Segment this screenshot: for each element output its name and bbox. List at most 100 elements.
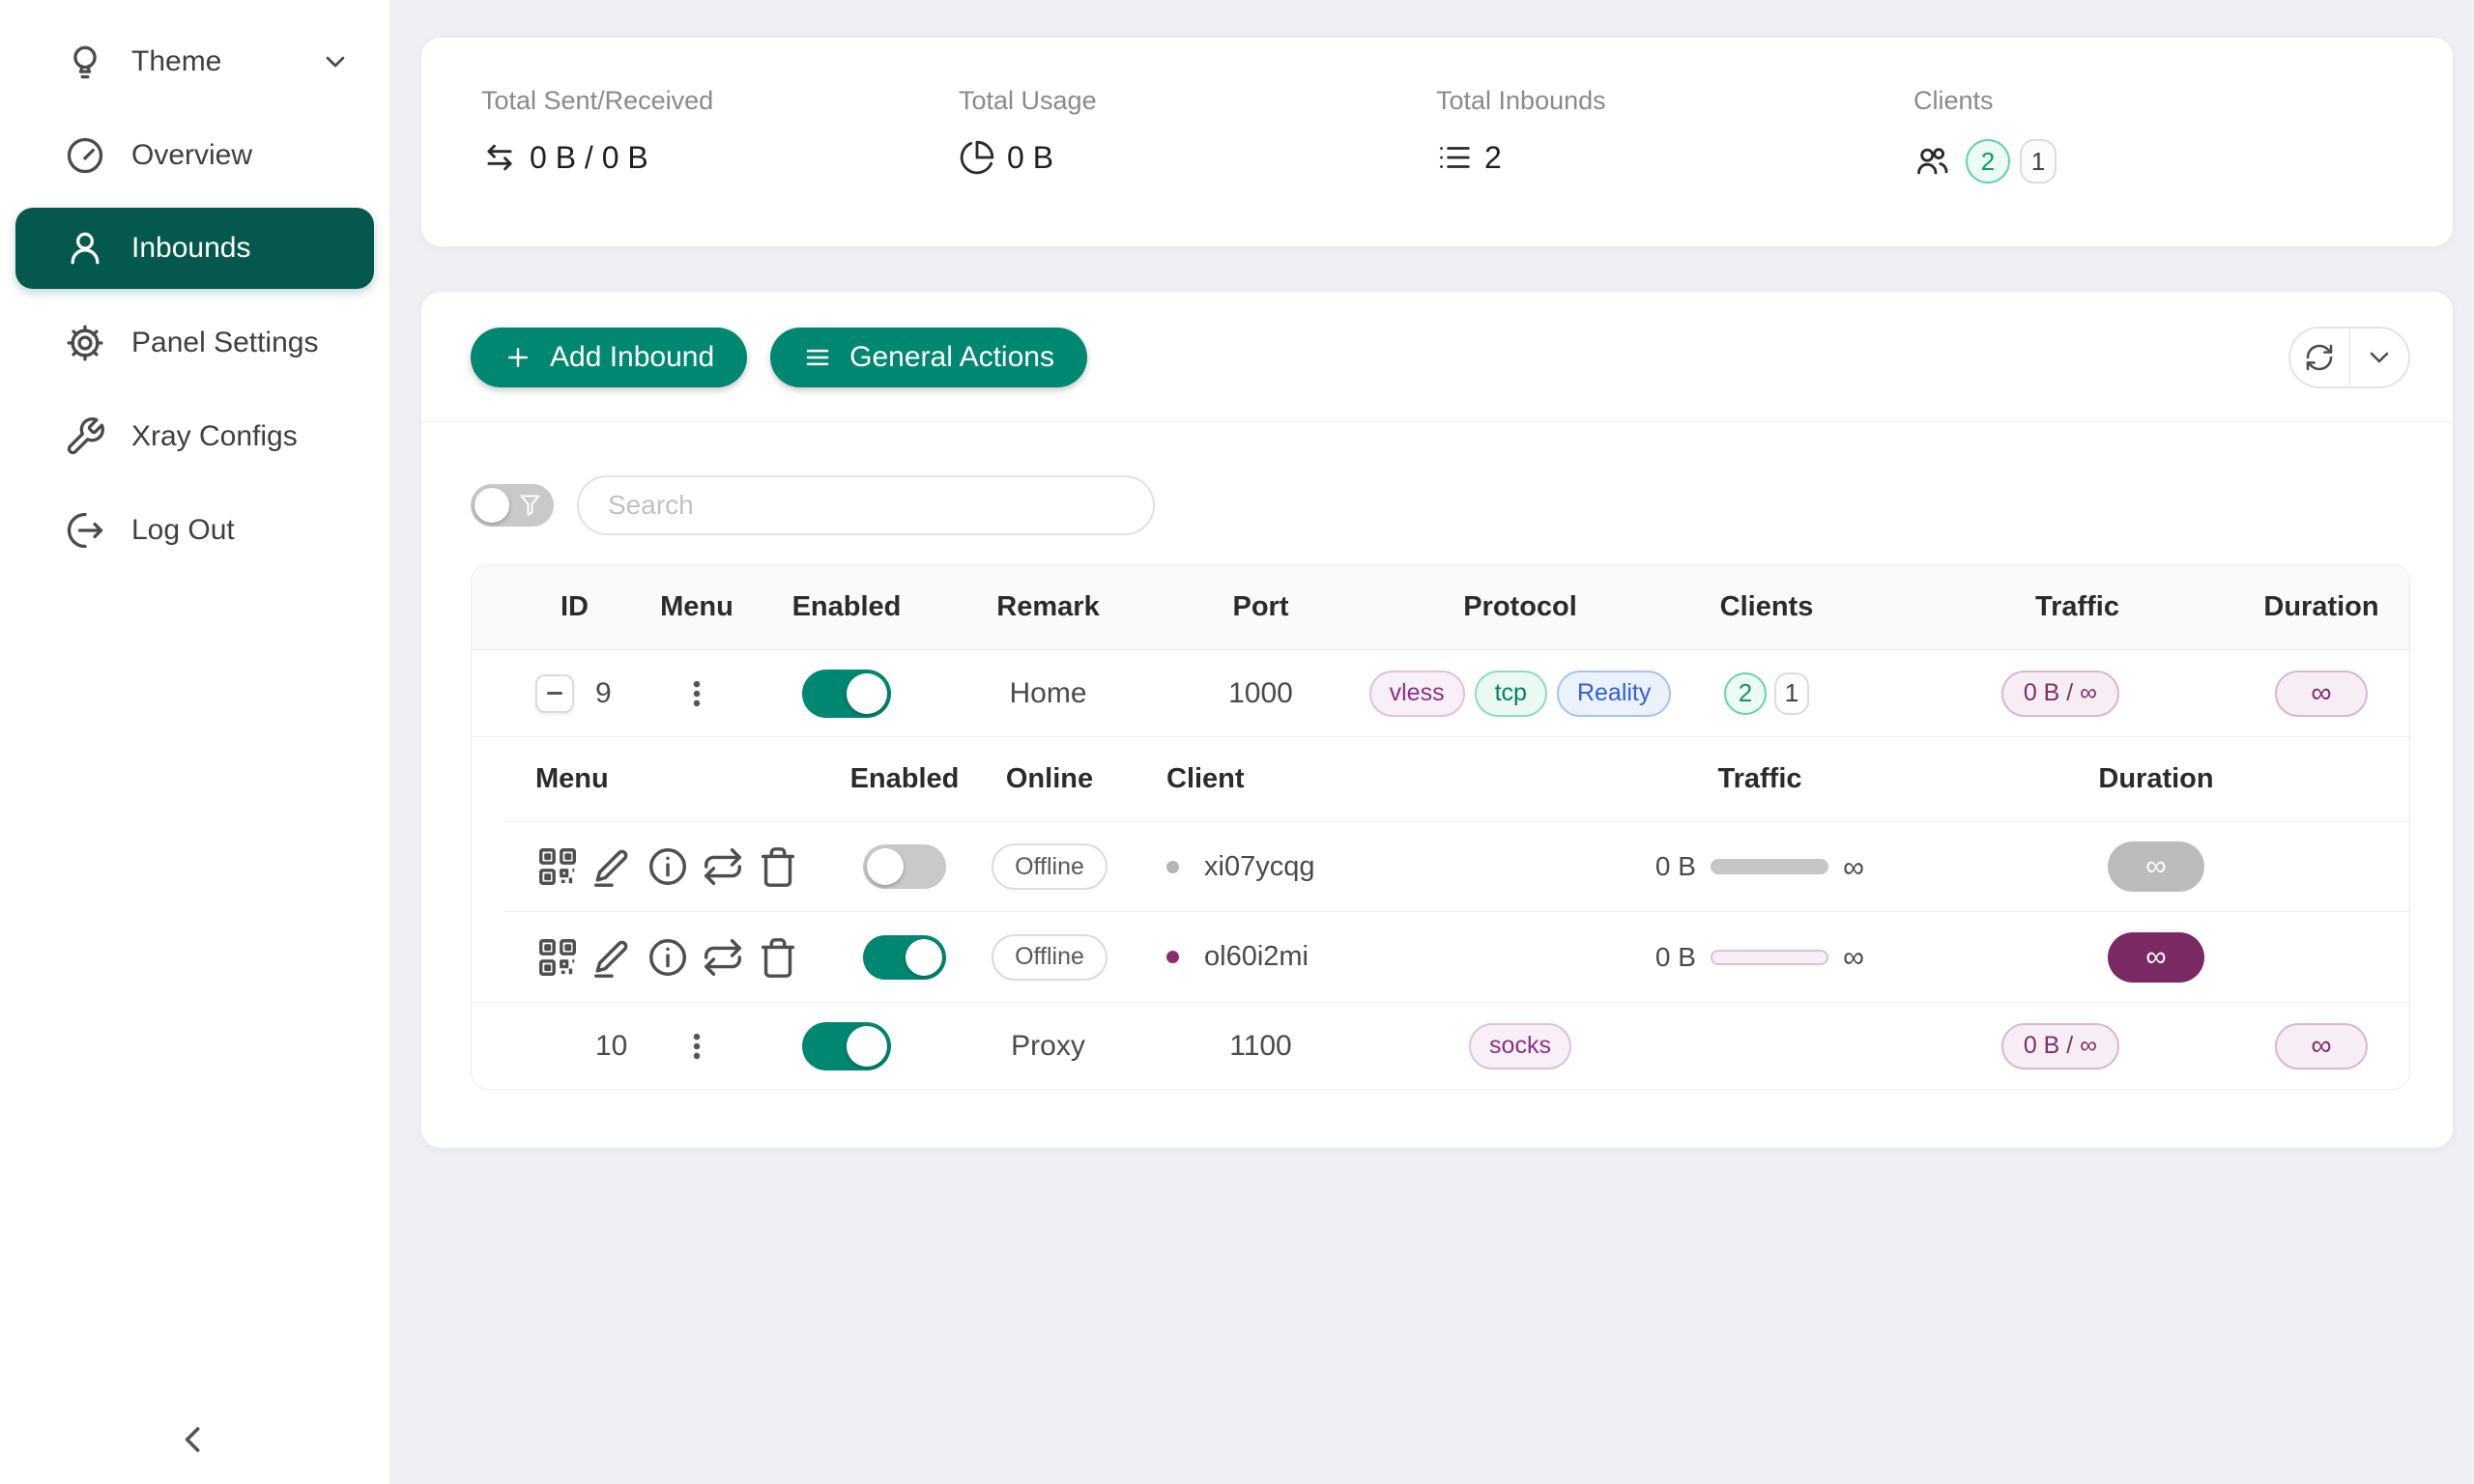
sidebar-collapse-button[interactable] (172, 1418, 215, 1461)
client-name: ol60i2mi (1204, 941, 1309, 972)
row-menu-button[interactable] (680, 1030, 713, 1063)
sidebar-item-inbounds[interactable]: Inbounds (15, 208, 374, 289)
stat-value: 0 B (1007, 139, 1054, 175)
filter-toggle[interactable] (471, 484, 554, 527)
traffic-limit: ∞ (1842, 940, 1865, 974)
inbound-enabled-toggle[interactable] (802, 1021, 891, 1070)
header-clients: Clients (1719, 591, 1814, 622)
sidebar-item-overview[interactable]: Overview (0, 108, 389, 202)
inbound-id: 10 (595, 1029, 628, 1062)
traffic-progress-bar (1710, 949, 1828, 965)
hamburger-icon (803, 343, 832, 372)
qr-code-icon[interactable] (535, 844, 580, 889)
sidebar-item-label: Inbounds (131, 232, 251, 264)
transfer-arrows-icon (481, 139, 518, 176)
add-inbound-button[interactable]: Add Inbound (471, 328, 748, 387)
general-actions-button[interactable]: General Actions (770, 328, 1087, 387)
stat-clients: Clients 2 1 (1913, 86, 2391, 246)
users-icon (1913, 143, 1950, 180)
inbound-port: 1100 (1229, 1029, 1292, 1062)
toggle-knob (847, 1025, 887, 1067)
client-status-dot (1166, 951, 1179, 963)
gauge-icon (64, 134, 106, 177)
trash-icon[interactable] (756, 935, 800, 980)
edit-pencil-icon[interactable] (590, 935, 635, 980)
sidebar-item-label: Log Out (131, 513, 235, 546)
protocol-tag-socks: socks (1469, 1022, 1571, 1070)
header-port: Port (1232, 591, 1289, 622)
client-enabled-toggle[interactable] (863, 844, 946, 889)
search-row (421, 422, 2453, 564)
refresh-split-button (2288, 327, 2410, 388)
plus-icon (503, 343, 532, 372)
clients-count-badge-gray: 1 (1774, 671, 1809, 715)
clients-subsection: Menu Enabled Online Client Traffic Durat… (472, 737, 2409, 1002)
inbound-row-9: 9 Home 1000 vless tcp Re (472, 650, 2409, 737)
traffic-progress-bar (1710, 859, 1828, 874)
add-inbound-label: Add Inbound (550, 341, 715, 373)
sidebar-item-label: Panel Settings (131, 326, 319, 358)
inbounds-panel: Add Inbound General Actions (421, 292, 2453, 1148)
header-menu: Menu (660, 591, 734, 622)
sidebar-item-xray-configs[interactable]: Xray Configs (0, 389, 389, 483)
toolbar: Add Inbound General Actions (421, 292, 2453, 421)
clients-deactivated-badge: 1 (2020, 139, 2057, 184)
header-remark: Remark (996, 591, 1100, 622)
pie-chart-icon (959, 139, 995, 176)
reset-traffic-icon[interactable] (701, 935, 745, 980)
traffic-limit: ∞ (1842, 849, 1865, 884)
row-menu-button[interactable] (680, 677, 713, 710)
trash-icon[interactable] (756, 844, 800, 889)
stat-total-inbounds: Total Inbounds 2 (1436, 86, 1913, 246)
logout-icon (64, 509, 106, 552)
lightbulb-icon (64, 41, 106, 83)
chevron-down-icon (320, 46, 351, 77)
wrench-icon (64, 415, 106, 458)
traffic-pill: 0 B / ∞ (2000, 1022, 2119, 1070)
client-enabled-toggle[interactable] (863, 934, 946, 980)
qr-code-icon[interactable] (535, 935, 580, 980)
refresh-options-button[interactable] (2348, 328, 2409, 386)
user-icon (64, 227, 106, 270)
edit-pencil-icon[interactable] (590, 844, 635, 889)
subheader-enabled: Enabled (849, 763, 960, 794)
stat-total-usage: Total Usage 0 B (959, 86, 1436, 246)
info-icon[interactable] (646, 844, 690, 889)
sidebar-item-theme[interactable]: Theme (0, 14, 389, 108)
online-status-badge: Offline (992, 933, 1108, 981)
inbound-id: 9 (595, 676, 612, 709)
toggle-knob (847, 672, 887, 714)
stat-label: Clients (1913, 86, 1994, 115)
info-icon[interactable] (646, 935, 690, 980)
subheader-online: Online (1005, 763, 1094, 794)
subheader-client: Client (1166, 763, 1245, 794)
clients-online-badge: 2 (1966, 139, 2010, 184)
search-input[interactable] (577, 475, 1155, 535)
sidebar-item-log-out[interactable]: Log Out (0, 483, 389, 577)
stat-value: 0 B / 0 B (530, 139, 648, 175)
sidebar-item-label: Xray Configs (131, 419, 298, 452)
stat-value: 2 (1484, 139, 1502, 175)
protocol-tag-vless: vless (1368, 670, 1465, 717)
toolbar-divider (421, 421, 2453, 422)
reset-traffic-icon[interactable] (701, 844, 745, 889)
sidebar: Theme Overview Inbounds Panel Settings (0, 0, 389, 1484)
header-duration: Duration (2263, 591, 2379, 622)
stat-label: Total Usage (959, 86, 1097, 115)
refresh-icon (2304, 342, 2335, 373)
inbound-remark: Proxy (1011, 1029, 1085, 1062)
stat-label: Total Inbounds (1436, 86, 1606, 115)
client-row-xi07ycqg: Offline xi07ycqg 0 B ∞ ∞ (503, 822, 2409, 912)
header-enabled: Enabled (791, 591, 902, 622)
collapse-row-button[interactable] (535, 673, 574, 713)
duration-pill: ∞ (2275, 1022, 2368, 1070)
stats-card: Total Sent/Received 0 B / 0 B Total Usag… (421, 38, 2453, 246)
sidebar-item-panel-settings[interactable]: Panel Settings (0, 296, 389, 389)
sidebar-item-label: Overview (131, 138, 253, 171)
general-actions-label: General Actions (849, 341, 1054, 373)
refresh-button[interactable] (2290, 328, 2349, 386)
inbound-enabled-toggle[interactable] (802, 669, 891, 718)
inbound-row-10: 10 Proxy 1100 socks (472, 1002, 2409, 1089)
client-duration-pill: ∞ (2108, 931, 2204, 983)
